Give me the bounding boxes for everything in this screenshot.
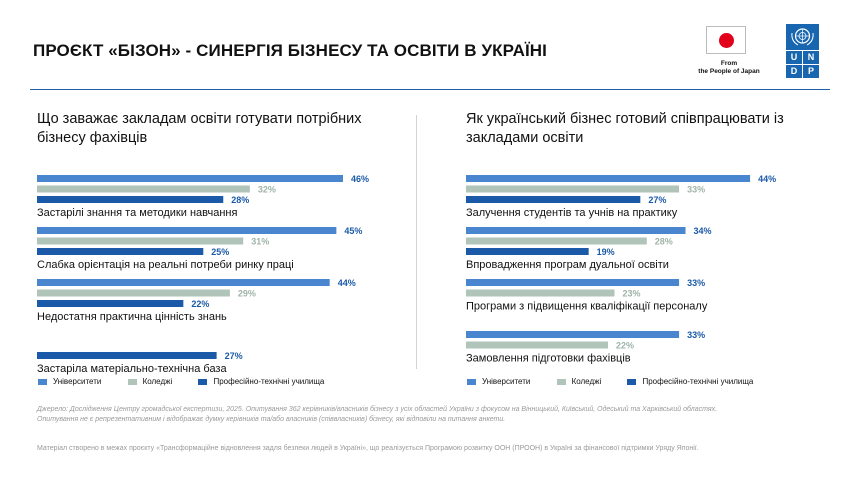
legend-swatch-universities	[38, 379, 47, 386]
bar-vocational	[466, 196, 641, 203]
bar-universities	[466, 175, 751, 182]
title-divider	[30, 89, 830, 90]
legend-universities: Університети	[467, 377, 530, 386]
value-label-universities: 34%	[694, 226, 712, 236]
legend-label-colleges: Коледжі	[142, 377, 173, 387]
bar-universities	[466, 227, 686, 234]
category-label: Залучення студентів та учнів на практику	[466, 207, 678, 219]
bar-colleges	[37, 185, 250, 193]
value-label-colleges: 32%	[258, 185, 276, 195]
legend-label-vocational: Професійно-технічні училища	[213, 377, 325, 387]
bar-vocational	[37, 196, 224, 203]
legend-colleges: Коледжі	[556, 377, 602, 387]
value-label-universities: 45%	[344, 226, 362, 236]
category-label: Слабка орієнтація на реальні потреби рин…	[37, 259, 294, 271]
value-label-universities: 33%	[687, 330, 705, 340]
undp-letter-n: N	[803, 51, 819, 64]
footer-note: Матеріал створено в межах проєкту «Транс…	[37, 445, 699, 452]
value-label-vocational: 27%	[648, 195, 666, 205]
right-legend: Університети Коледжі Професійно-технічні…	[467, 377, 777, 386]
legend-swatch-vocational	[627, 379, 637, 386]
value-label-colleges: 28%	[655, 237, 673, 247]
undp-letter-u: U	[786, 51, 802, 64]
undp-letter-p: P	[803, 65, 819, 78]
bar-vocational	[37, 352, 217, 359]
category-label: Застаріла матеріально-технічна база	[37, 363, 227, 375]
legend-swatch-colleges	[556, 379, 566, 386]
category-label: Застарілі знання та методики навчання	[37, 207, 237, 219]
left-legend: Університети Коледжі Професійно-технічні…	[38, 377, 348, 386]
legend-label-universities: Університети	[53, 377, 102, 387]
value-label-universities: 33%	[687, 278, 705, 288]
value-label-universities: 44%	[338, 278, 356, 288]
bar-universities	[466, 331, 680, 338]
value-label-colleges: 22%	[616, 341, 634, 351]
source-note: Джерело: Дослідження Центру громадської …	[37, 405, 717, 424]
bar-colleges	[37, 237, 244, 245]
bar-universities	[466, 279, 680, 286]
value-label-colleges: 31%	[251, 237, 269, 247]
bar-colleges	[466, 341, 609, 349]
value-label-universities: 46%	[351, 174, 369, 184]
bar-colleges	[466, 289, 615, 297]
legend-swatch-colleges	[127, 379, 137, 386]
source-line-2: Опитування не є репрезентативним і відоб…	[37, 415, 506, 423]
undp-logo: U N D P	[786, 24, 819, 78]
bar-colleges	[37, 289, 230, 297]
from-japan-caption: From the People of Japan	[696, 60, 762, 75]
legend-label-colleges: Коледжі	[571, 377, 602, 387]
bar-colleges	[466, 185, 680, 193]
value-label-colleges: 33%	[687, 185, 705, 195]
legend-label-universities: Університети	[482, 377, 531, 387]
un-emblem-icon	[786, 24, 819, 50]
legend-swatch-vocational	[198, 379, 208, 386]
legend-colleges: Коледжі	[127, 377, 173, 387]
bar-vocational	[37, 248, 204, 255]
undp-letter-d: D	[786, 65, 802, 78]
left-chart-title: Що заважає закладам освіти готувати потр…	[37, 111, 362, 146]
value-label-vocational: 22%	[191, 299, 209, 309]
value-label-vocational: 25%	[211, 247, 229, 257]
source-line-1: Джерело: Дослідження Центру громадської …	[37, 406, 718, 413]
bar-universities	[37, 279, 330, 286]
category-label: Недостатня практична цінність знань	[37, 311, 227, 323]
value-label-vocational: 19%	[597, 247, 615, 257]
right-chart-title: Як український бізнес готовий співпрацюв…	[466, 111, 784, 146]
value-label-vocational: 27%	[225, 351, 243, 361]
legend-vocational: Професійно-технічні училища	[198, 377, 324, 386]
bar-universities	[37, 175, 343, 182]
value-label-colleges: 23%	[623, 289, 641, 299]
value-label-colleges: 29%	[238, 289, 256, 299]
bar-vocational	[37, 300, 184, 307]
japan-flag-logo	[706, 26, 746, 54]
category-label: Впровадження програм дуальної освіти	[466, 259, 669, 271]
category-label: Програми з підвищення кваліфікації персо…	[466, 301, 708, 313]
page-title: ПРОЄКТ «БІЗОН» - СИНЕРГІЯ БІЗНЕСУ ТА ОСВ…	[33, 41, 547, 60]
bar-universities	[37, 227, 337, 234]
bar-colleges	[466, 237, 647, 245]
from-line2: the People of Japan	[698, 67, 760, 75]
legend-swatch-universities	[467, 379, 476, 386]
panel-divider	[416, 115, 417, 369]
japan-flag-disc	[719, 33, 734, 48]
legend-label-vocational: Професійно-технічні училища	[642, 377, 754, 387]
legend-vocational: Професійно-технічні училища	[627, 377, 753, 386]
from-line1: From	[720, 60, 738, 67]
category-label: Замовлення підготовки фахівців	[466, 353, 631, 365]
legend-universities: Університети	[38, 377, 101, 386]
bar-vocational	[466, 248, 589, 255]
value-label-universities: 44%	[758, 174, 776, 184]
value-label-vocational: 28%	[231, 195, 249, 205]
